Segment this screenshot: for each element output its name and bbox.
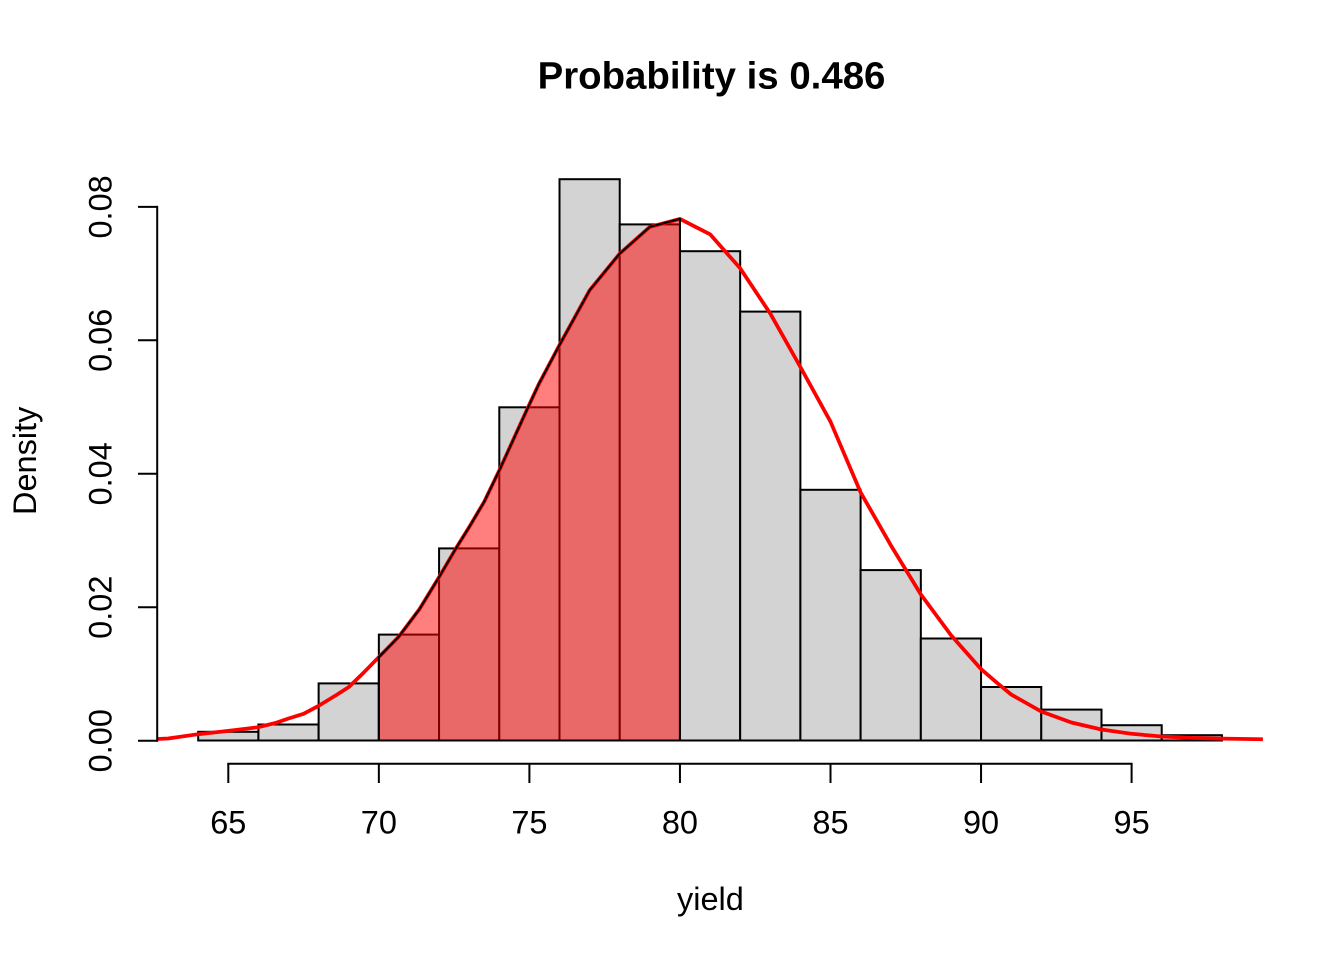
svg-text:70: 70 (361, 805, 397, 841)
svg-text:yield: yield (677, 881, 744, 917)
svg-text:95: 95 (1114, 805, 1150, 841)
svg-text:85: 85 (812, 805, 848, 841)
svg-text:80: 80 (662, 805, 698, 841)
svg-text:0.06: 0.06 (83, 309, 119, 372)
svg-text:0.00: 0.00 (83, 709, 119, 772)
svg-text:90: 90 (963, 805, 999, 841)
svg-text:75: 75 (511, 805, 547, 841)
svg-text:65: 65 (210, 805, 246, 841)
svg-text:Density: Density (7, 406, 43, 515)
svg-text:0.02: 0.02 (83, 576, 119, 639)
svg-text:0.08: 0.08 (83, 175, 119, 238)
svg-text:0.04: 0.04 (83, 442, 119, 505)
svg-text:Probability is 0.486: Probability is 0.486 (538, 55, 886, 98)
